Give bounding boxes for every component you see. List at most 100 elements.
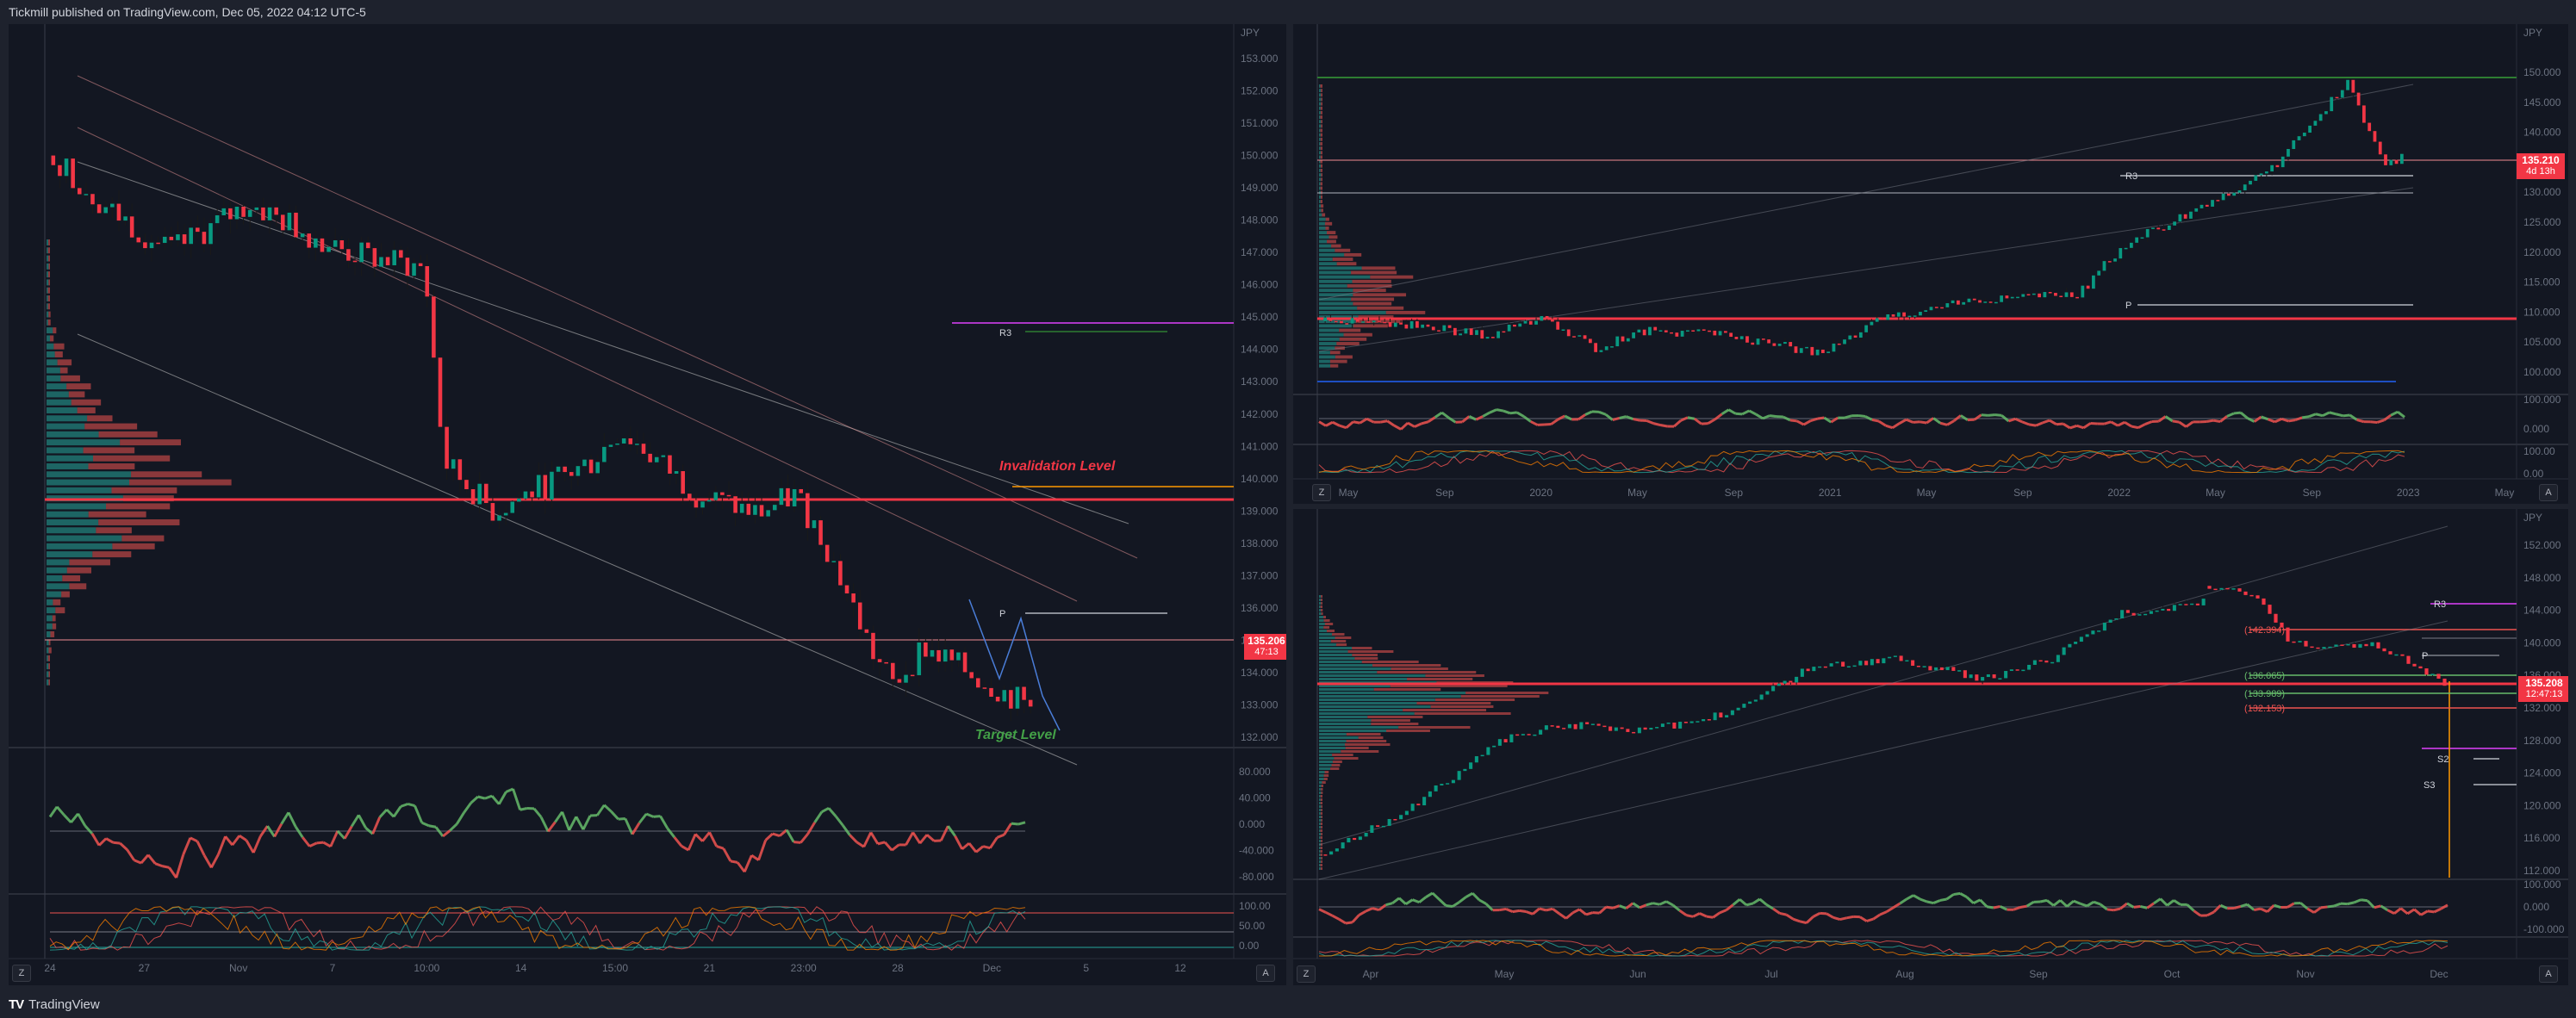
oscillator-tick-label: 40.000 [1239, 792, 1271, 804]
tradingview-brand[interactable]: TV TradingView [9, 997, 100, 1012]
oscillator-line [1866, 917, 1874, 922]
key-level-label: (132.153) [2244, 704, 2285, 714]
left-chart-panel[interactable]: JPY 153.000 152.000 151.000 150.000 149.000 14… [9, 24, 1286, 985]
left-candle [261, 207, 265, 220]
br-candle [1928, 666, 1932, 671]
left-candle [674, 471, 679, 474]
oscillator-line [385, 808, 395, 818]
tr-candle [2124, 247, 2128, 250]
bottom-right-chart-canvas[interactable]: JPY152.000148.000144.000140.000136.00013… [1293, 509, 2568, 985]
oscillator-line [1478, 898, 1487, 905]
oscillator-line [772, 832, 781, 838]
left-vp-sell [48, 279, 50, 286]
tr-candle [2318, 114, 2323, 121]
left-candle [799, 488, 804, 493]
br-vp-sell [1425, 674, 1484, 677]
oscillator-line [793, 841, 801, 844]
br-candle [1556, 725, 1560, 729]
br-candle [2442, 678, 2447, 686]
left-candle [1015, 686, 1020, 709]
br-candle [1632, 731, 1636, 734]
tr-candle [1994, 301, 1998, 304]
br-vp-sell [1321, 826, 1322, 829]
oscillator-line [2137, 423, 2146, 429]
left-candle [563, 466, 567, 473]
top-right-chart-panel[interactable]: JPY150.000145.000140.000135.000130.00012… [1293, 24, 2568, 504]
bottom-right-chart-panel[interactable]: JPY152.000148.000144.000140.000136.00013… [1293, 509, 2568, 985]
tr-candle [2026, 294, 2031, 295]
tr-candle [2243, 184, 2247, 191]
br-vp-sell [1323, 626, 1330, 629]
top-right-auto-scale-button[interactable]: A [2539, 484, 2558, 501]
top-right-chart-canvas[interactable]: JPY150.000145.000140.000135.000130.00012… [1293, 24, 2568, 504]
tr-candle [1490, 337, 1495, 338]
oscillator-line [182, 837, 192, 855]
oscillator-line [1612, 904, 1621, 909]
oscillator-line [708, 831, 719, 847]
br-vp-buy [1319, 791, 1322, 794]
br-vp-sell [1465, 692, 1549, 694]
oscillator-line [2172, 419, 2180, 424]
br-candle [1888, 656, 1892, 659]
tr-candle [1864, 325, 1869, 332]
left-candle [58, 164, 62, 177]
price-tick-label: 105.000 [2523, 336, 2561, 348]
br-candle [1829, 663, 1833, 667]
tr-candle [1708, 330, 1711, 332]
br-candle [1806, 668, 1810, 672]
oscillator-line [2082, 422, 2092, 430]
price-tick-label: 132.000 [2523, 702, 2561, 714]
br-vp-buy [1319, 595, 1322, 598]
left-vp-sell [69, 583, 87, 590]
left-auto-scale-button[interactable]: A [1256, 965, 1275, 982]
tr-candle [1453, 327, 1457, 336]
left-vp-sell [53, 599, 61, 605]
tr-candle [2211, 200, 2214, 207]
bottom-right-zoom-button[interactable]: Z [1297, 965, 1316, 983]
tr-vp-buy [1319, 266, 1362, 270]
oscillator-line [1891, 422, 1901, 429]
oscillator-line [1345, 921, 1353, 925]
br-candle [2249, 594, 2254, 597]
br-vp-sell [1371, 719, 1410, 722]
oscillator-line [2380, 904, 2389, 911]
left-vp-sell [48, 671, 50, 678]
br-vp-sell [1407, 678, 1473, 680]
oscillator-line [1632, 902, 1640, 909]
tr-candle [1957, 300, 1960, 305]
top-right-zoom-button[interactable]: Z [1312, 484, 1331, 501]
br-vp-buy [1319, 633, 1332, 636]
left-candle [84, 194, 89, 196]
br-candle [2178, 604, 2182, 605]
br-vp-sell [1386, 729, 1430, 732]
left-vp-buy [47, 575, 63, 581]
oscillator-line [1446, 903, 1453, 908]
br-vp-sell [1320, 829, 1322, 832]
br-vp-buy [1319, 802, 1321, 804]
tr-candle [2275, 164, 2280, 168]
oscillator-line [350, 814, 360, 828]
left-chart-canvas[interactable]: JPY153.000152.000151.000150.000149.00014… [9, 24, 1286, 985]
br-vp-buy [1319, 833, 1322, 835]
oscillator-line [2260, 907, 2268, 914]
left-zoom-button[interactable]: Z [12, 965, 31, 982]
tr-candle [2048, 292, 2052, 294]
time-tick-label: May [1917, 487, 1937, 499]
br-candle [1753, 699, 1758, 702]
oscillator-line [1461, 415, 1471, 424]
br-vp-sell [1321, 809, 1322, 811]
oscillator-line [2246, 903, 2256, 911]
left-vp-buy [47, 583, 70, 590]
oscillator-line [449, 822, 458, 832]
br-vp-buy [1319, 805, 1322, 808]
tr-vp-buy [1319, 355, 1335, 359]
br-candle [2038, 660, 2043, 662]
oscillator-line [2306, 907, 2315, 914]
trend-channel-line [1318, 525, 2448, 846]
tr-vp-sell [1320, 168, 1322, 172]
oscillator-line [618, 817, 625, 821]
tr-candle [1805, 346, 1808, 349]
oscillator-line [1779, 912, 1787, 916]
br-vp-buy [1319, 760, 1333, 763]
bottom-right-auto-scale-button[interactable]: A [2539, 965, 2558, 983]
